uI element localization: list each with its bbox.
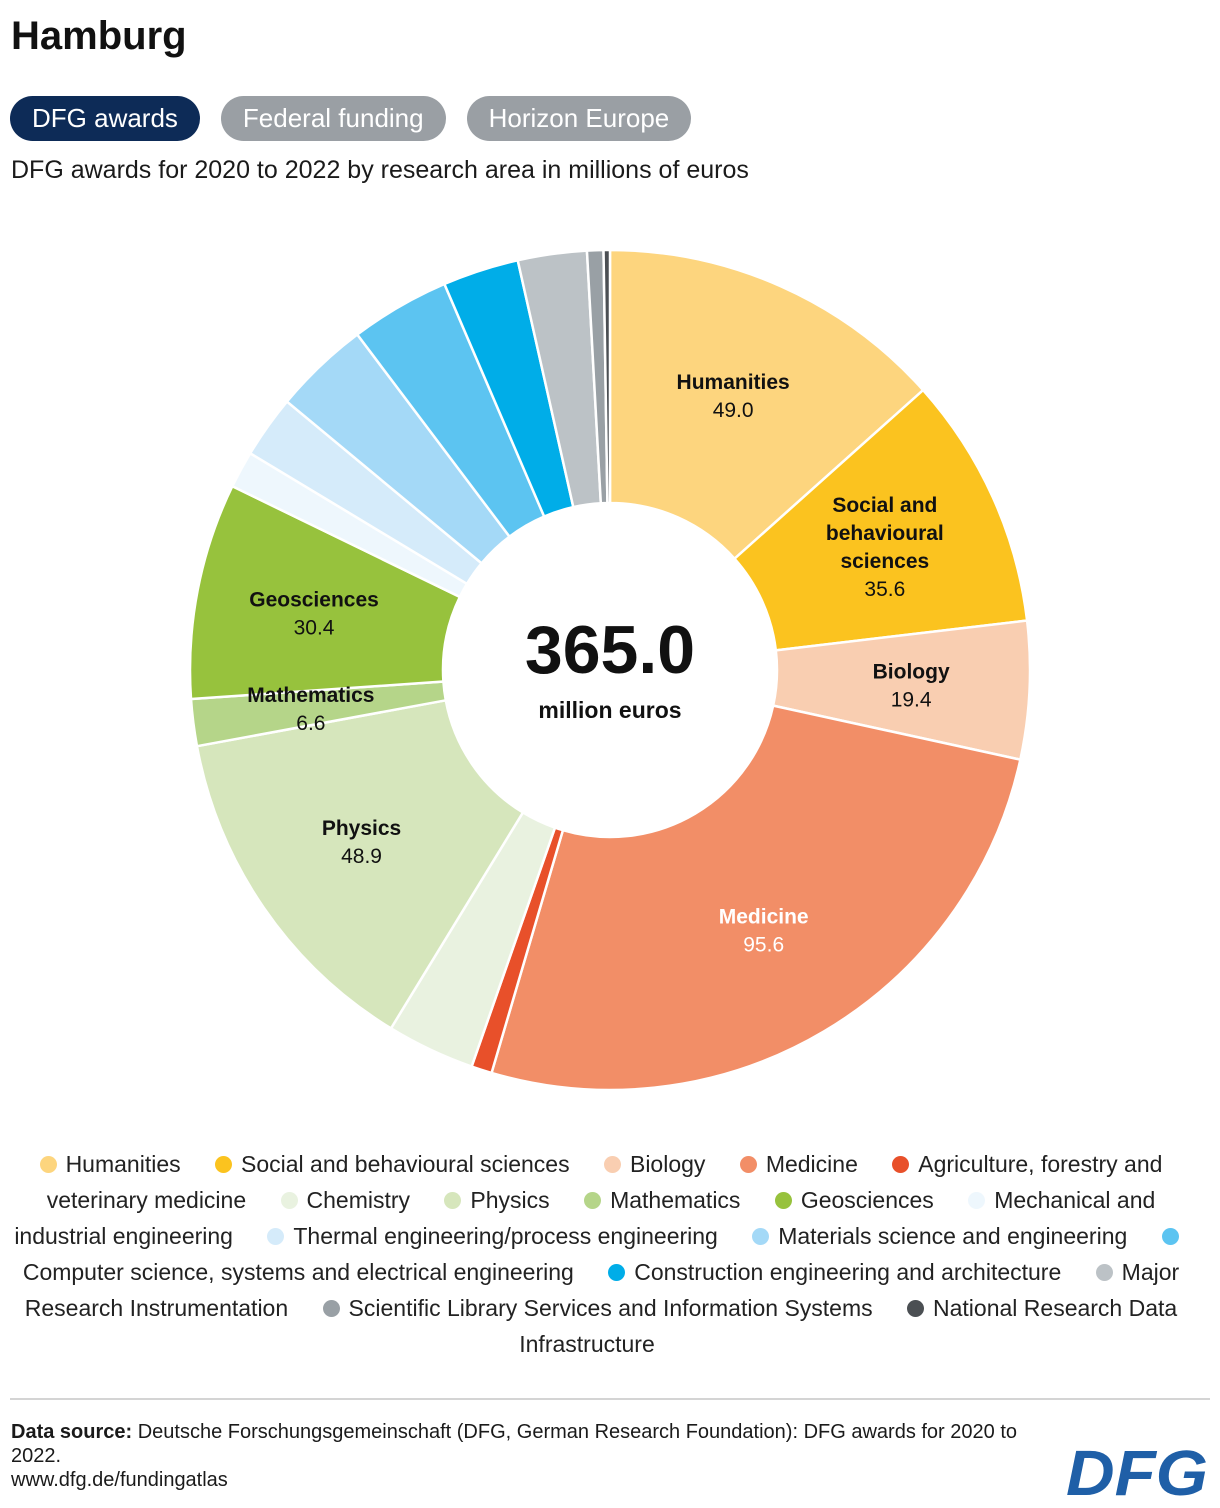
donut-chart: Humanities 49.0 Social and behavioural scien… <box>188 248 1032 1092</box>
legend-label: Geosciences <box>800 1187 934 1213</box>
slice-label-social-and-behavioural-sciences: Social and behavioural sciences 35.6 <box>826 494 944 601</box>
legend-item-major-research-instrumentation: Major Research Instrumentation <box>25 1259 1179 1321</box>
legend-label: Biology <box>629 1151 706 1177</box>
legend-swatch <box>774 1192 792 1209</box>
legend-swatch <box>444 1192 462 1209</box>
legend-label: Medicine <box>765 1151 858 1177</box>
legend-item-mathematics: Mathematics <box>584 1187 740 1213</box>
legend-swatch <box>267 1228 285 1245</box>
slice-value-mathematics: 6.6 <box>296 712 325 735</box>
slice-label-medicine: Medicine 95.6 <box>719 905 809 956</box>
legend-swatch <box>892 1156 910 1173</box>
legend-swatch <box>968 1192 986 1209</box>
legend-swatch <box>907 1300 925 1317</box>
source-label: Data source: <box>11 1421 133 1443</box>
chart-subtitle: DFG awards for 2020 to 2022 by research … <box>11 156 749 184</box>
legend-item-medicine: Medicine <box>739 1151 858 1177</box>
legend-label: Thermal engineering/process engineering <box>293 1223 718 1249</box>
slice-national-research-data-infrastructure[interactable] <box>602 248 612 505</box>
slice-value-social-and-behavioural-sciences: 35.6 <box>864 578 905 601</box>
legend-swatch <box>1161 1228 1179 1245</box>
legend-item-computer-science-systems-and-electrical-engineering: Computer science, systems and electrical… <box>23 1223 1188 1285</box>
data-source: Data source: Deutsche Forschungsgemeinsc… <box>11 1420 1041 1492</box>
chart-legend: Humanities Social and behavioural scienc… <box>10 1146 1192 1362</box>
legend-label: Materials science and engineering <box>778 1223 1128 1249</box>
slice-label-physics: Physics 48.9 <box>322 817 401 868</box>
slice-labels: Humanities 49.0 Social and behavioural scien… <box>247 371 950 957</box>
legend-item-mechanical-and-industrial-engineering: Mechanical and industrial engineering <box>14 1187 1155 1249</box>
legend-item-geosciences: Geosciences <box>774 1187 934 1213</box>
legend-swatch <box>603 1156 621 1173</box>
tab-horizon-europe[interactable]: Horizon Europe <box>466 96 692 141</box>
donut-slices <box>188 248 1032 1092</box>
page-title: Hamburg <box>11 14 187 58</box>
legend-swatch <box>39 1156 57 1173</box>
legend-item-thermal-engineering-process-engineering: Thermal engineering/process engineering <box>267 1223 718 1249</box>
legend-label: Humanities <box>65 1151 181 1177</box>
slice-label-humanities: Humanities 49.0 <box>677 371 790 422</box>
dfg-logo-text: DFG <box>1066 1445 1208 1497</box>
legend-label: National Research Data Infrastructure <box>519 1295 1178 1357</box>
legend-item-humanities: Humanities <box>39 1151 181 1177</box>
slice-value-biology: 19.4 <box>891 689 932 712</box>
legend-item-physics: Physics <box>444 1187 550 1213</box>
slice-value-medicine: 95.6 <box>743 933 784 956</box>
legend-label: Mathematics <box>610 1187 741 1213</box>
slice-value-geosciences: 30.4 <box>294 616 335 639</box>
center-total: 365.0 <box>525 612 695 688</box>
legend-item-chemistry: Chemistry <box>280 1187 411 1213</box>
legend-label: Social and behavioural sciences <box>241 1151 570 1177</box>
slice-humanities[interactable] <box>608 248 925 561</box>
legend-swatch <box>584 1192 602 1209</box>
slice-medicine[interactable] <box>489 704 1022 1092</box>
legend-label: Construction engineering and architectur… <box>634 1259 1062 1285</box>
divider <box>10 1398 1210 1400</box>
legend-label: Major Research Instrumentation <box>24 1259 1180 1321</box>
legend-label: Mechanical and industrial engineering <box>14 1187 1156 1249</box>
legend-item-national-research-data-infrastructure: National Research Data Infrastructure <box>519 1295 1177 1357</box>
legend-swatch <box>215 1156 232 1173</box>
legend-label: Agriculture, forestry and veterinary med… <box>46 1151 1163 1213</box>
legend-swatch <box>280 1192 298 1209</box>
legend-item-scientific-library-services-and-information-systems: Scientific Library Services and Informat… <box>322 1295 873 1321</box>
center-unit: million euros <box>538 697 681 723</box>
slice-label-mathematics: Mathematics 6.6 <box>247 684 374 735</box>
legend-label: Physics <box>470 1187 550 1213</box>
slice-label-biology: Biology 19.4 <box>873 661 950 712</box>
tab-dfg-awards[interactable]: DFG awards <box>10 96 200 141</box>
legend-swatch <box>608 1264 626 1281</box>
slice-physics[interactable] <box>195 698 525 1031</box>
dfg-logo: DFG <box>1066 1445 1208 1497</box>
legend-swatch <box>739 1156 757 1173</box>
slice-social-and-behavioural-sciences[interactable] <box>732 388 1029 652</box>
legend-item-construction-engineering-and-architecture: Construction engineering and architectur… <box>608 1259 1061 1285</box>
legend-swatch <box>1095 1264 1113 1281</box>
legend-item-agriculture-forestry-and-veterinary-medicine: Agriculture, forestry and veterinary med… <box>47 1151 1163 1213</box>
slice-value-physics: 48.9 <box>341 845 382 868</box>
legend-label: Computer science, systems and electrical… <box>22 1259 574 1285</box>
legend-label: Scientific Library Services and Informat… <box>348 1295 873 1321</box>
tab-federal-funding[interactable]: Federal funding <box>220 96 446 141</box>
source-text: Deutsche Forschungsgemeinschaft (DFG, Ge… <box>11 1421 1017 1467</box>
legend-label: Chemistry <box>306 1187 411 1213</box>
legend-swatch <box>322 1300 340 1317</box>
legend-swatch <box>752 1228 770 1245</box>
tab-bar: DFG awards Federal funding Horizon Europ… <box>10 96 692 141</box>
slice-label-geosciences: Geosciences 30.4 <box>249 588 379 639</box>
legend-item-biology: Biology <box>603 1151 706 1177</box>
source-url[interactable]: www.dfg.de/fundingatlas <box>11 1469 228 1491</box>
legend-item-materials-science-and-engineering: Materials science and engineering <box>752 1223 1127 1249</box>
legend-item-social-and-behavioural-sciences: Social and behavioural sciences <box>215 1151 570 1177</box>
slice-value-humanities: 49.0 <box>713 399 754 422</box>
